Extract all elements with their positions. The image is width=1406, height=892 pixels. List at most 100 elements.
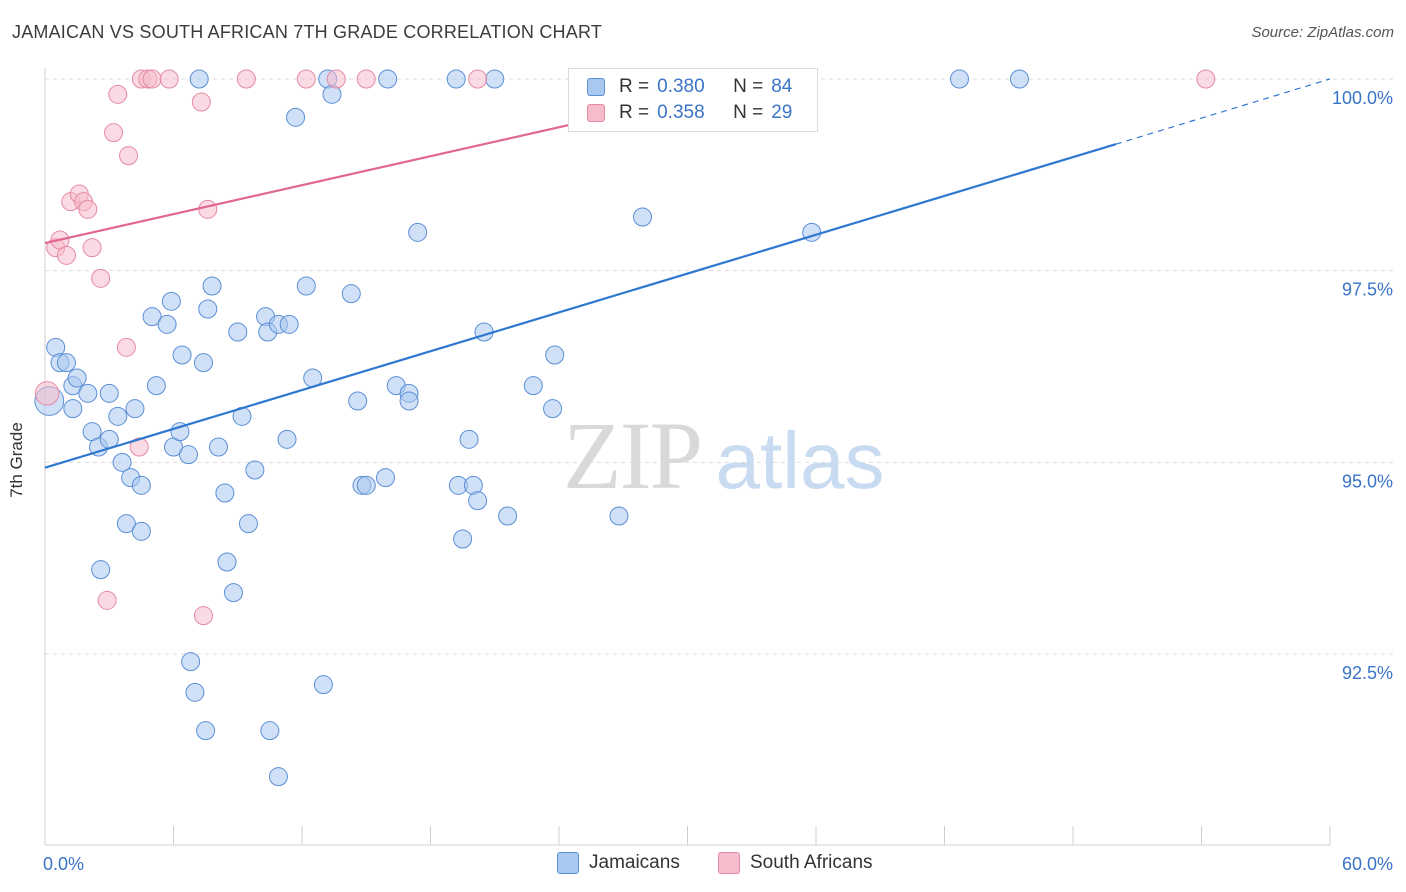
point-jamaican — [459, 429, 479, 449]
point-south-african — [142, 69, 162, 89]
point-south-african — [468, 69, 488, 89]
legend-swatch-blue — [587, 78, 605, 96]
legend-item-label: South Africans — [750, 852, 873, 873]
point-jamaican — [609, 506, 629, 526]
point-south-african — [296, 69, 316, 89]
point-jamaican — [453, 529, 473, 549]
point-south-african — [91, 268, 111, 288]
point-jamaican — [78, 383, 98, 403]
source-label: Source: ZipAtlas.com — [1251, 24, 1394, 41]
point-jamaican — [161, 291, 181, 311]
point-jamaican — [313, 675, 333, 695]
point-jamaican — [277, 429, 297, 449]
legend-row-jamaicans: R = 0.380 N = 84 — [587, 75, 792, 99]
x-tick-label: 60.0% — [1342, 854, 1393, 874]
point-jamaican — [268, 767, 288, 787]
point-south-african — [129, 437, 149, 457]
point-jamaican — [468, 491, 488, 511]
series-legend: Jamaicans South Africans — [0, 852, 1406, 878]
legend-item-south-africans[interactable]: South Africans — [718, 852, 873, 874]
point-jamaican — [348, 391, 368, 411]
point-south-african — [108, 84, 128, 104]
point-jamaican — [279, 314, 299, 334]
legend-r-label: R = — [619, 102, 650, 123]
legend-swatch-blue — [557, 852, 579, 874]
point-jamaican — [189, 69, 209, 89]
y-tick-label: 100.0% — [1332, 88, 1393, 108]
point-south-african — [326, 69, 346, 89]
point-south-african — [159, 69, 179, 89]
y-tick-label: 95.0% — [1342, 471, 1393, 491]
point-jamaican — [1009, 69, 1029, 89]
point-jamaican — [99, 383, 119, 403]
point-jamaican — [399, 391, 419, 411]
legend-item-jamaicans[interactable]: Jamaicans — [557, 852, 680, 874]
point-south-african — [34, 381, 60, 406]
point-jamaican — [356, 475, 376, 495]
axes — [44, 68, 1331, 846]
point-south-african — [97, 590, 117, 610]
point-jamaican — [125, 399, 145, 419]
point-jamaican — [633, 207, 653, 227]
series-south-africans-points — [34, 69, 1216, 626]
point-jamaican — [202, 276, 222, 296]
stats-legend: R = 0.380 N = 84 R = 0.358 N = 29 — [568, 68, 818, 132]
y-tick-label: 92.5% — [1342, 663, 1393, 683]
point-south-african — [56, 245, 76, 265]
point-jamaican — [178, 445, 198, 465]
grid-lines — [45, 78, 1395, 655]
point-jamaican — [146, 376, 166, 396]
watermark-atlas: atlas — [716, 416, 885, 505]
point-jamaican — [157, 314, 177, 334]
point-jamaican — [131, 521, 151, 541]
legend-swatch-pink — [587, 104, 605, 122]
trend-jamaicans-extension — [1115, 78, 1331, 145]
point-jamaican — [56, 353, 76, 373]
point-jamaican — [228, 322, 248, 342]
point-jamaican — [949, 69, 969, 89]
legend-item-label: Jamaicans — [589, 852, 680, 873]
point-south-african — [356, 69, 376, 89]
point-jamaican — [446, 69, 466, 89]
point-south-african — [104, 123, 124, 143]
legend-r-value: 0.380 — [657, 76, 705, 97]
watermark-zip: ZIP — [563, 402, 701, 509]
point-jamaican — [245, 460, 265, 480]
point-jamaican — [523, 376, 543, 396]
trend-jamaicans — [44, 143, 1117, 469]
legend-r-label: R = — [619, 76, 650, 97]
point-jamaican — [485, 69, 505, 89]
point-south-african — [191, 92, 211, 112]
point-jamaican — [196, 721, 216, 741]
legend-n-value: 29 — [771, 102, 793, 123]
x-tick-label: 0.0% — [43, 854, 84, 874]
y-tick-label: 97.5% — [1342, 280, 1393, 300]
point-jamaican — [217, 552, 237, 572]
point-jamaican — [208, 437, 228, 457]
point-jamaican — [63, 399, 83, 419]
legend-row-south-africans: R = 0.358 N = 29 — [587, 101, 792, 125]
point-south-african — [116, 337, 136, 357]
point-south-african — [82, 238, 102, 258]
legend-n-label: N = — [733, 76, 764, 97]
series-jamaicans-points — [34, 69, 1029, 787]
point-jamaican — [215, 483, 235, 503]
legend-n-value: 84 — [771, 76, 793, 97]
point-jamaican — [223, 583, 243, 603]
point-jamaican — [193, 353, 213, 373]
point-jamaican — [376, 468, 396, 488]
point-jamaican — [91, 560, 111, 580]
point-south-african — [119, 146, 139, 166]
point-jamaican — [543, 399, 563, 419]
point-jamaican — [378, 69, 398, 89]
point-jamaican — [238, 514, 258, 534]
point-jamaican — [185, 682, 205, 702]
legend-swatch-pink — [718, 852, 740, 874]
legend-r-value: 0.358 — [657, 102, 705, 123]
tick-labels: 92.5% 95.0% 97.5% 100.0% 0.0% 60.0% — [43, 88, 1393, 874]
watermark: ZIP atlas — [563, 402, 884, 509]
point-jamaican — [112, 452, 132, 472]
point-jamaican — [286, 107, 306, 127]
point-jamaican — [67, 368, 87, 388]
